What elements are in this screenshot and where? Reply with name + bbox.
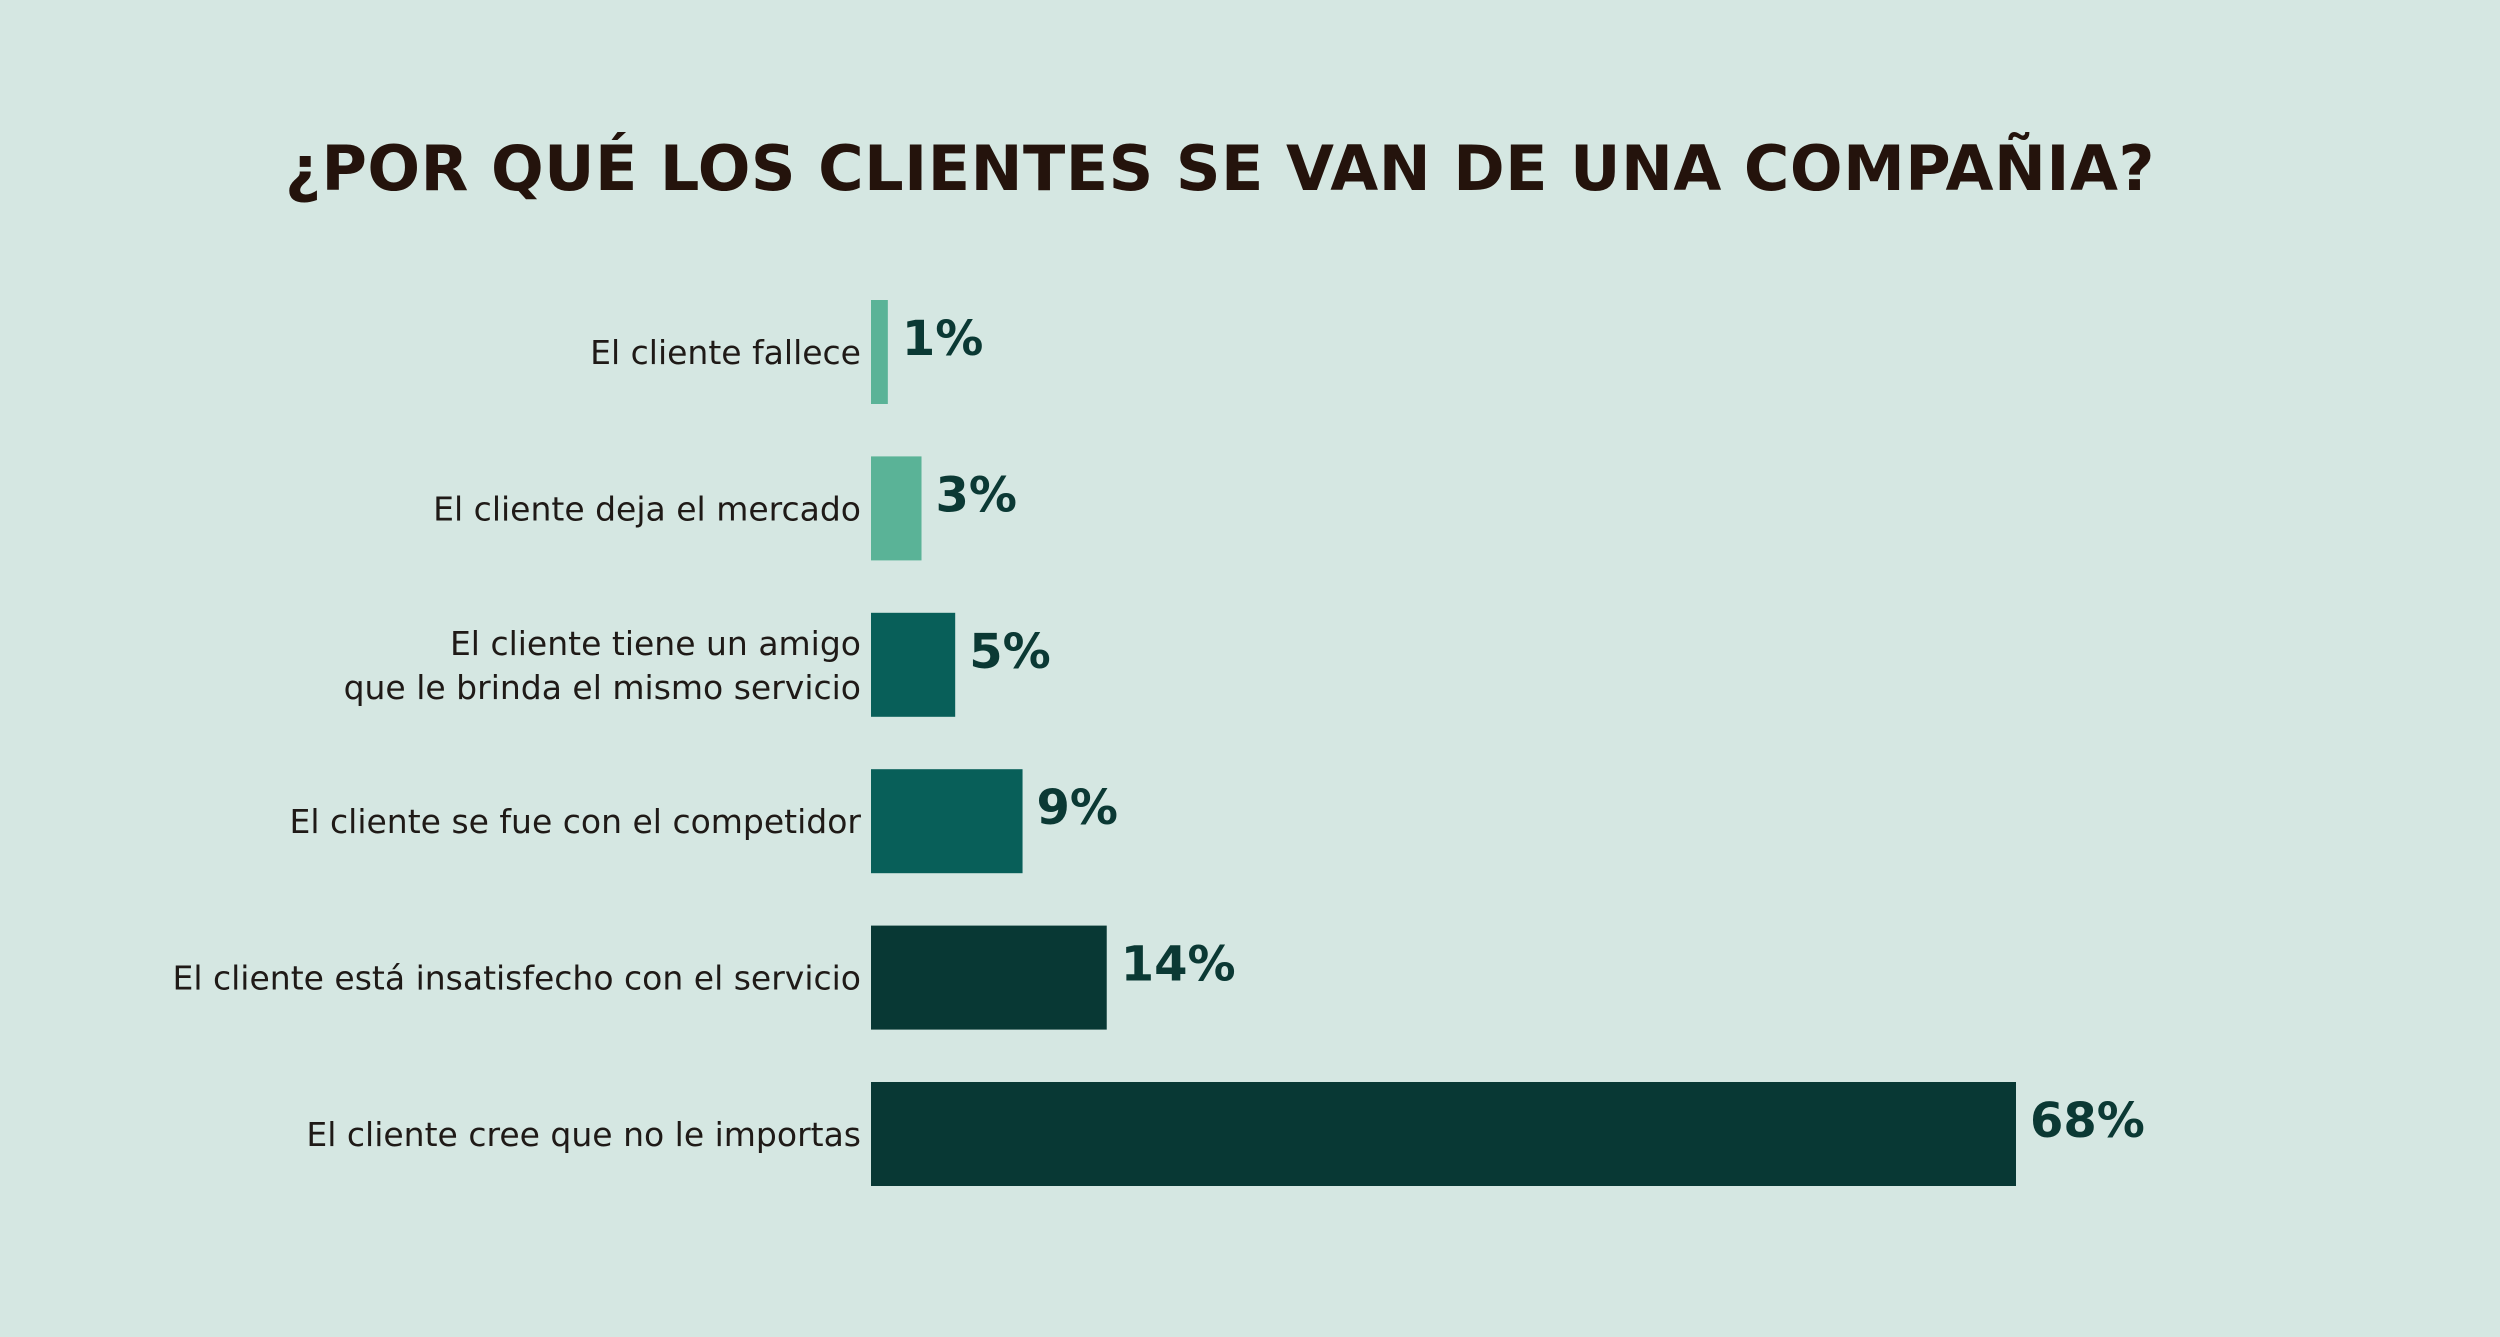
category-label-5: El cliente está insatisfecho con el serv… bbox=[172, 959, 861, 998]
value-label-2: 3% bbox=[936, 467, 1018, 523]
bars-layer bbox=[871, 300, 2016, 1186]
bar-2 bbox=[871, 456, 922, 561]
bar-3 bbox=[871, 612, 956, 717]
category-label-3-line-1: El cliente tiene un amigo bbox=[450, 624, 861, 663]
bar-4 bbox=[871, 769, 1023, 874]
category-label-6: El cliente cree que no le importas bbox=[306, 1115, 861, 1154]
bar-5 bbox=[871, 925, 1107, 1030]
bar-6 bbox=[871, 1082, 2016, 1186]
category-label-2: El cliente deja el mercado bbox=[433, 489, 861, 528]
category-labels-layer: El cliente fallece El cliente deja el mer… bbox=[172, 333, 861, 1154]
value-label-1: 1% bbox=[902, 311, 984, 367]
chart-title: ¿POR QUÉ LOS CLIENTES SE VAN DE UNA COMP… bbox=[285, 132, 2155, 205]
category-label-3-line-2: que le brinda el mismo servicio bbox=[344, 668, 861, 707]
category-label-4: El cliente se fue con el competidor bbox=[290, 802, 862, 841]
value-label-3: 5% bbox=[969, 624, 1051, 680]
category-label-1: El cliente fallece bbox=[590, 333, 861, 372]
value-label-4: 9% bbox=[1037, 780, 1119, 836]
bar-1 bbox=[871, 300, 888, 404]
value-label-6: 68% bbox=[2030, 1093, 2145, 1149]
value-labels-layer: 1% 3% 5% 9% 14% 68% bbox=[902, 311, 2145, 1149]
value-label-5: 14% bbox=[1121, 937, 1236, 993]
